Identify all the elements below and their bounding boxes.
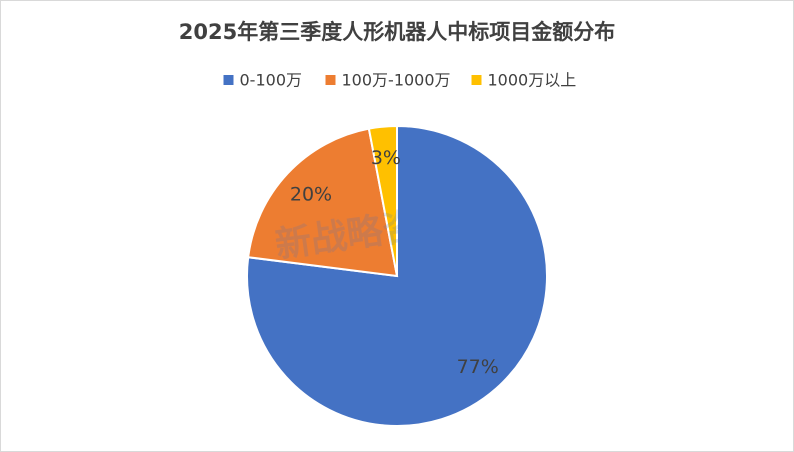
data-label: 3% bbox=[371, 147, 401, 169]
pie-slice bbox=[367, 124, 398, 277]
data-label: 77% bbox=[457, 356, 499, 378]
data-label: 20% bbox=[290, 184, 332, 206]
legend-swatch bbox=[471, 75, 482, 85]
legend-label: 1000万以上 bbox=[488, 71, 577, 90]
pie-slice bbox=[247, 127, 399, 278]
legend-swatch bbox=[325, 75, 336, 85]
pie-slice bbox=[246, 124, 548, 427]
chart-title: 2025年第三季度人形机器人中标项目金额分布 bbox=[179, 20, 615, 44]
legend-swatch bbox=[223, 75, 234, 85]
pie: 77% 20% 3% bbox=[246, 124, 548, 427]
legend: 0-100万 100万-1000万 1000万以上 bbox=[223, 71, 577, 90]
legend-label: 0-100万 bbox=[240, 71, 303, 90]
legend-label: 100万-1000万 bbox=[342, 71, 451, 90]
